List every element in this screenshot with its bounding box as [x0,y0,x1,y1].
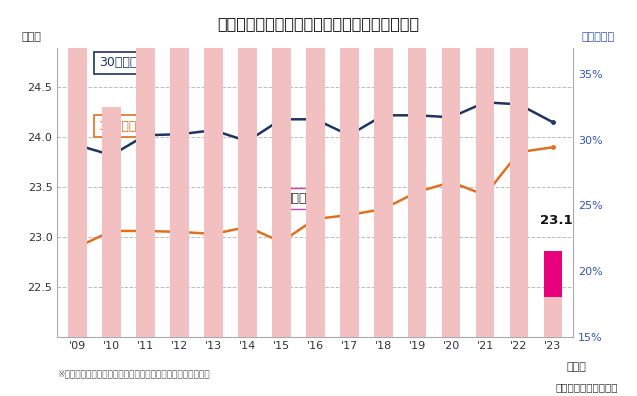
Text: 23.9: 23.9 [374,325,392,333]
Text: 23.3: 23.3 [510,325,529,333]
Bar [340,0,359,337]
Text: 30年以上: 30年以上 [99,56,137,69]
Text: 23.6: 23.6 [204,325,223,333]
Bar [306,0,325,337]
Text: 23.1: 23.1 [543,325,562,333]
Bar [442,15,461,337]
Bar [103,107,121,337]
Text: 平均寿命: 平均寿命 [284,192,314,205]
Bar [204,0,223,337]
Bar [374,0,392,337]
Text: ※倒産した企業のうち、業歴が判明した企業をもとに算出した: ※倒産した企業のうち、業歴が判明した企業をもとに算出した [57,369,210,378]
Text: 23.3: 23.3 [441,325,461,333]
Bar [408,0,427,337]
Text: （年）: （年） [567,362,587,371]
Bar [272,0,290,337]
Text: 24.1: 24.1 [272,325,291,333]
Text: 倒産企業の平均寿命と業歴別件数の構成比推移: 倒産企業の平均寿命と業歴別件数の構成比推移 [217,16,420,31]
Bar [510,2,528,337]
Text: 24.1: 24.1 [306,325,325,333]
Text: 23.5: 23.5 [340,325,359,333]
Text: 23.7: 23.7 [408,325,427,333]
Text: 東京商工リサーチ調べ: 東京商工リサーチ調べ [555,382,618,392]
Bar [238,0,257,337]
Text: 23.5: 23.5 [238,325,257,333]
Bar [543,251,562,297]
Bar [476,0,494,337]
Bar [543,297,562,337]
Text: 23.0: 23.0 [136,325,155,333]
Text: 22.4: 22.4 [102,325,121,333]
Bar [136,2,155,337]
Text: 23.1: 23.1 [540,215,573,227]
Text: 22.8: 22.8 [68,325,87,333]
Text: 10年未満: 10年未満 [99,120,137,133]
Text: 23.4: 23.4 [170,325,189,333]
Text: 23.8: 23.8 [475,325,494,333]
Text: （年）: （年） [21,32,41,42]
Bar [170,0,189,337]
Text: （構成比）: （構成比） [582,32,615,42]
Bar [68,41,87,337]
